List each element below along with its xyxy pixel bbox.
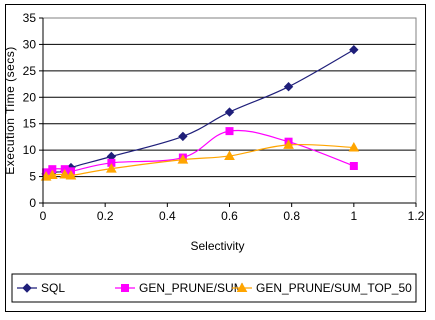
series-0-point-8 — [349, 45, 359, 55]
plot-area — [40, 17, 417, 204]
x-tick-label-5: 1 — [350, 209, 357, 223]
series-1-point-8 — [349, 162, 358, 170]
y-axis-label: Execution Time (secs) — [3, 46, 17, 175]
x-tick-label-6: 1.2 — [408, 209, 425, 223]
series-2-point-2 — [59, 168, 71, 179]
legend-label-0: SQL — [41, 281, 65, 295]
y-tick-label-6: 30 — [23, 37, 37, 51]
y-tick-label-7: 35 — [23, 11, 37, 25]
series-0-point-6 — [224, 107, 235, 117]
series-1-point-6 — [225, 127, 234, 136]
legend-marker-0 — [22, 283, 32, 293]
series-line-0 — [45, 49, 355, 175]
y-tick-label-2: 10 — [23, 143, 37, 157]
series-1 — [42, 127, 358, 177]
x-tick-label-3: 0.6 — [221, 209, 238, 223]
series-2-point-5 — [177, 154, 189, 164]
legend-marker-2 — [236, 282, 248, 292]
series-2-point-4 — [106, 163, 117, 173]
x-tick-label-2: 0.4 — [159, 209, 176, 223]
series-2-point-6 — [224, 150, 235, 160]
legend: SQL GEN_PRUNE/SUM GEN_PRUNE/SUM_TOP_50 — [11, 273, 417, 303]
y-tick-label-4: 20 — [23, 90, 37, 104]
x-tick-label-0: 0 — [40, 209, 47, 223]
x-tick-label-1: 0.2 — [97, 209, 114, 223]
y-tick-label-0: 0 — [29, 196, 36, 210]
legend-label-1: GEN_PRUNE/SUM — [139, 281, 244, 295]
series-0-point-5 — [178, 131, 188, 142]
series-2-point-7 — [283, 139, 294, 149]
x-axis-label: Selectivity — [190, 239, 244, 253]
series-2 — [40, 139, 360, 181]
series-2-point-1 — [46, 169, 58, 179]
axes: 0 5 10 15 20 25 30 35 0 0.2 0.4 0.6 0.8 1 1.2 — [23, 11, 425, 223]
y-tick-label-5: 25 — [23, 64, 37, 78]
series-2-point-3 — [65, 169, 77, 180]
series-layer — [40, 45, 360, 181]
series-0-point-7 — [283, 82, 294, 92]
series-2-point-8 — [348, 141, 360, 152]
legend-marker-1 — [121, 284, 129, 292]
y-tick-label-1: 5 — [29, 170, 36, 184]
x-tick-label-4: 0.8 — [283, 209, 300, 223]
legend-box — [11, 273, 417, 303]
y-tick-label-3: 15 — [23, 117, 37, 131]
legend-label-2: GEN_PRUNE/SUM_TOP_50 — [256, 281, 412, 295]
series-line-1 — [45, 129, 355, 173]
